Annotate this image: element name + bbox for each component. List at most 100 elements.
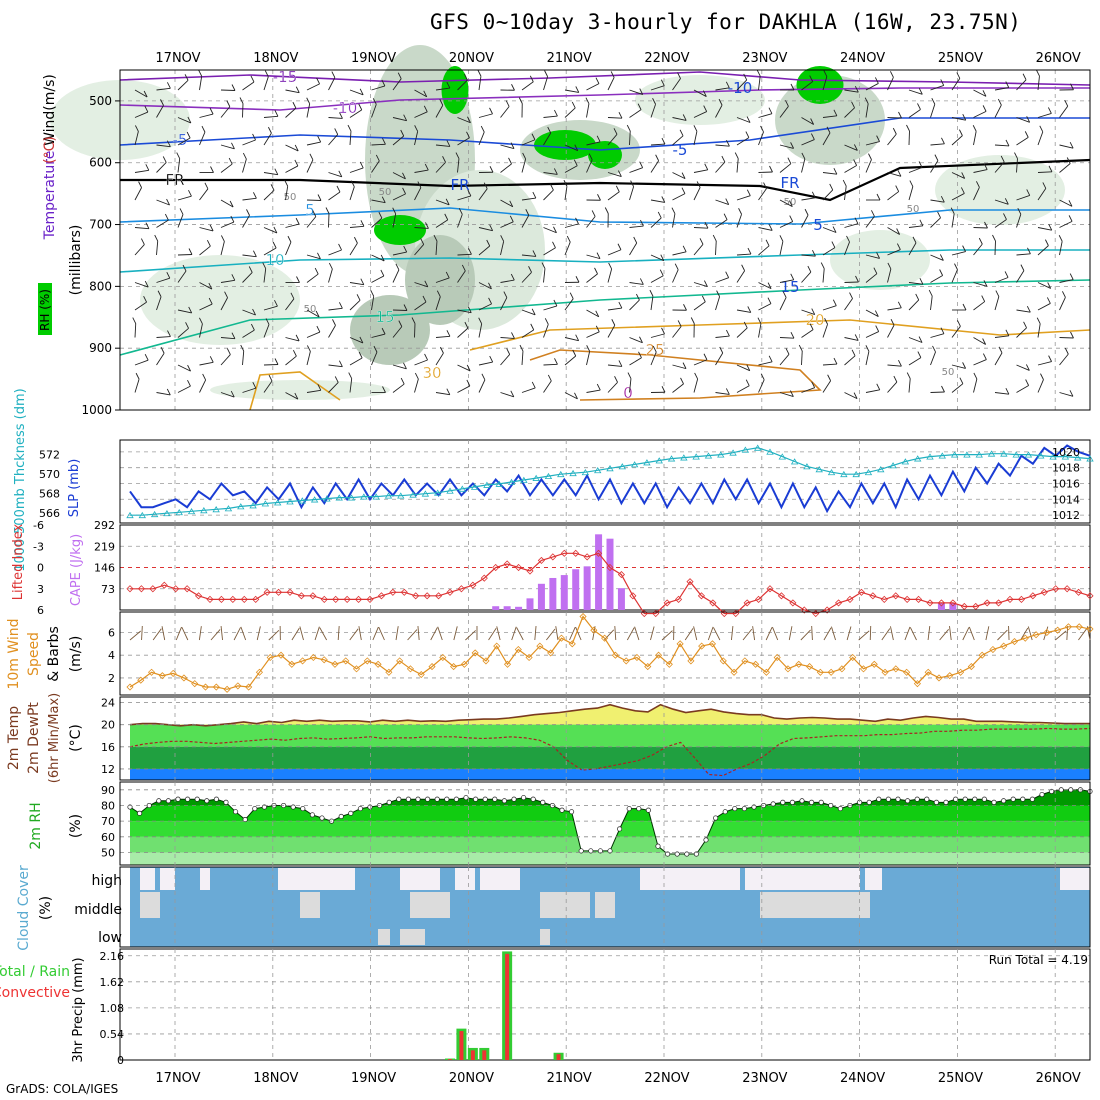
wind-barb-tick [231,274,236,281]
li-point [423,592,431,600]
surface-wind-barb [198,626,202,641]
wind-speed-point [935,674,943,682]
wind-barb-tick [760,373,765,380]
wind-barb-tick [532,191,537,199]
wind-barb [758,361,773,366]
wind-barb [586,103,590,118]
wind-barb [973,378,978,393]
wind-barb [478,227,493,232]
thickness-point [458,485,467,492]
wind-barb-tick [510,273,515,281]
wind-barb [435,199,450,206]
wind-barb [801,309,815,315]
surface-wind-barb [152,628,162,641]
slp-ytick: 1014 [1052,493,1080,506]
wind-barb [801,214,809,228]
surface-wind-barb [650,626,655,641]
li-point [537,556,545,564]
wind-barb [650,160,660,173]
wind-barb [930,275,943,283]
wind-barb-tick [699,238,704,245]
wind-barb-tick [655,154,660,161]
li-point [640,609,648,618]
wind-barb-tick [370,289,375,297]
wind-barb [1016,136,1029,146]
wind-barb [457,79,468,91]
isotherm-line [469,319,1091,351]
wind-barb-tick [1005,329,1010,336]
wind-barb-tick [1004,198,1009,205]
wind-barb-tick [639,336,643,343]
wind-barb [951,383,964,393]
wind-speed-point [309,653,317,662]
wind-barb-tick [659,269,664,276]
wind-barb [930,160,939,173]
wind-barb [500,354,511,366]
wind-barb [177,195,192,201]
rh-legend-label: RH (%) [38,289,52,331]
thickness-point [409,491,417,498]
wind-barb-tick [871,210,875,217]
wind-barb [199,113,214,118]
surface-wind-barb [268,629,280,641]
wind-barb-tick [865,345,870,352]
li-point [960,602,968,611]
wind-barb-tick [719,346,724,354]
cloud-high-clear [140,868,155,890]
wind-barb [865,83,879,91]
li-point [983,599,991,607]
wind-barb [220,354,231,366]
slp-ytick: 1012 [1052,509,1080,522]
isotherm-label: 0 [623,384,633,402]
pressure-label: (millibars) [68,225,84,296]
wind-barb [779,279,794,283]
wind-speed-point [870,660,878,668]
wind-barb-tick [509,200,514,207]
wind-barb-tick [575,276,580,283]
wind-barb-tick [166,271,171,279]
wind-barb [1016,195,1030,201]
wind-barb [564,392,578,400]
wind-barb [220,221,235,228]
cape-frame [119,524,1091,611]
surface-wind-barb [707,626,714,641]
wind-barb [736,158,739,173]
wind-barb-tick [657,211,662,219]
wind-barb [650,104,656,118]
wind-barb [478,188,488,201]
wind-barb [736,214,742,228]
wind-barb [414,187,422,201]
wind-barb [500,241,505,256]
wind-barb [521,81,534,91]
wind-barb-tick [455,152,460,159]
wind-barb-tick [575,86,580,93]
surface-wind-barb [161,626,166,641]
wind-barb-tick [420,238,425,245]
thickness-point [1037,452,1045,459]
wind-barb [392,269,400,283]
wind-barb [199,188,209,201]
thickness-point [544,472,553,480]
wind-barb [715,352,724,366]
wind-barb [1059,279,1074,283]
wind-barb-tick [611,319,616,326]
wind-barb [564,223,579,228]
wind-barb [887,191,899,201]
rh-point [290,804,296,810]
wind-barb [263,132,272,146]
li-ytick: 0 [37,562,44,575]
wind-barb-tick [446,81,451,89]
wind-barb-tick [511,332,515,339]
wind-barb-tick [220,235,225,242]
cape-bar [526,598,534,610]
wind-barb-tick [553,299,558,307]
rh-ytick: 50 [101,846,115,859]
wind-barb-tick [358,351,363,359]
wind-barb [1037,361,1052,366]
wind-barb-tick [876,135,880,142]
wind-barb [478,323,483,338]
thickness-point [495,480,503,487]
rh-point [866,799,872,805]
rh-point [559,807,565,813]
wind-barb-tick [874,310,879,317]
